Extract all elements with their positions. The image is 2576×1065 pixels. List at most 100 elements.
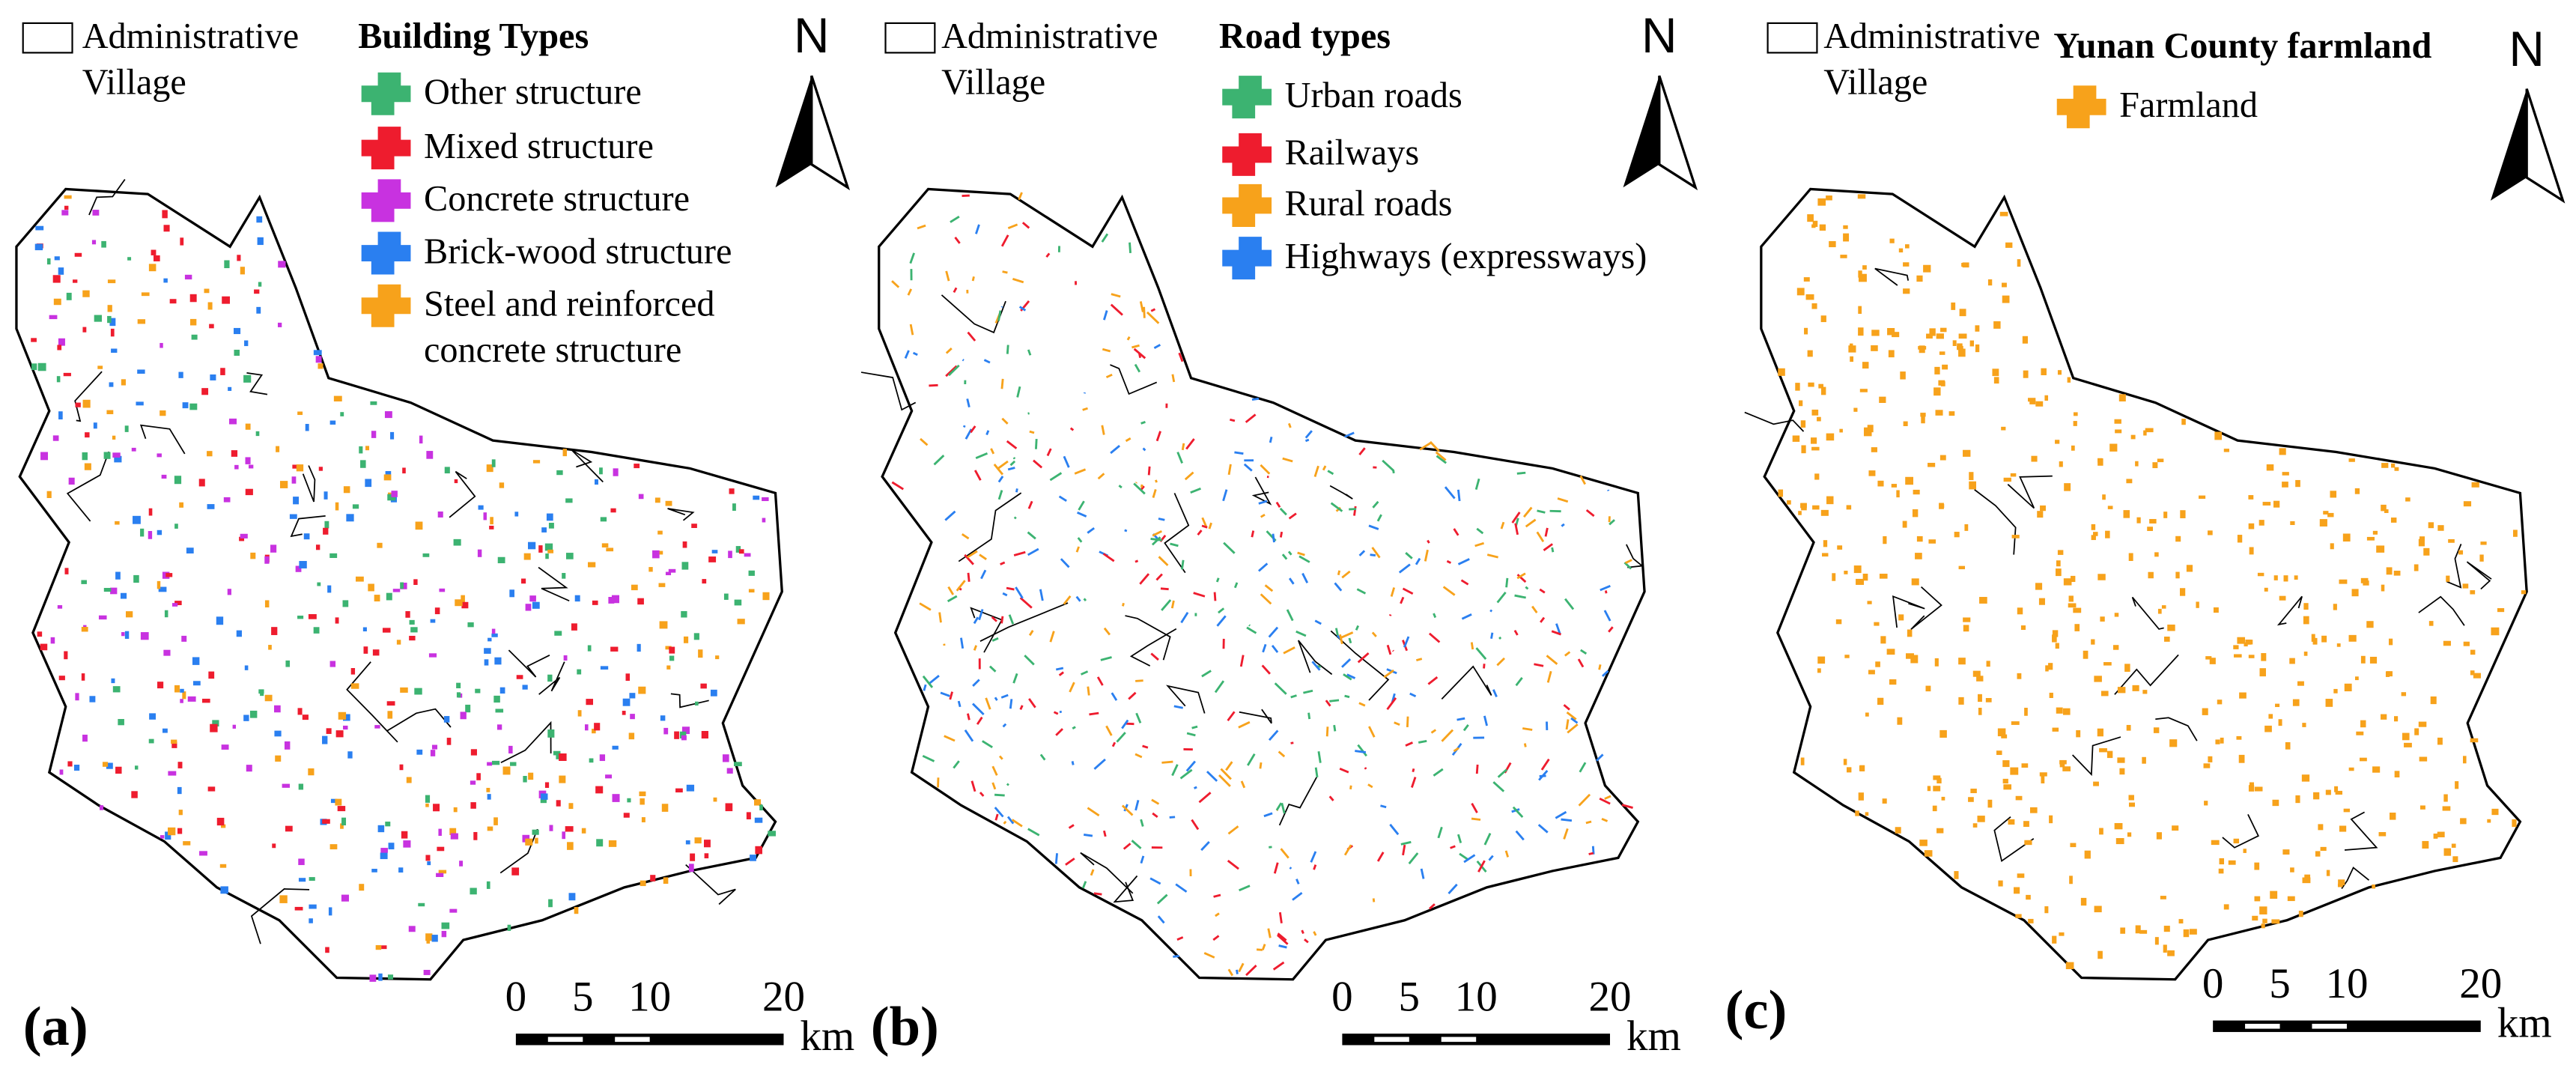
patch xyxy=(690,853,696,861)
road xyxy=(1313,465,1319,478)
patch xyxy=(325,947,329,953)
road xyxy=(1304,438,1310,443)
road xyxy=(973,645,978,651)
patch xyxy=(2029,807,2038,813)
patch xyxy=(1778,489,1784,497)
patch xyxy=(754,799,762,806)
patch xyxy=(162,210,168,219)
patch xyxy=(271,627,278,635)
road xyxy=(1544,527,1549,537)
road xyxy=(1203,952,1215,959)
patch xyxy=(723,593,729,600)
road xyxy=(1150,537,1162,541)
road xyxy=(1078,500,1085,511)
patch xyxy=(2039,772,2047,777)
patch xyxy=(277,322,282,327)
patch xyxy=(1807,214,1814,222)
patch xyxy=(2247,640,2253,645)
patch xyxy=(1987,799,1993,808)
road xyxy=(1027,412,1030,415)
patch xyxy=(2254,786,2263,792)
scale-tick-label: 5 xyxy=(2269,960,2291,1007)
patch xyxy=(110,587,118,595)
road xyxy=(1206,771,1218,782)
road xyxy=(1277,932,1287,941)
patch xyxy=(1964,524,1969,531)
panel-label: (a) xyxy=(23,996,88,1058)
road xyxy=(966,398,970,407)
patch xyxy=(346,514,354,522)
road xyxy=(1457,834,1462,843)
patch xyxy=(1898,248,1904,253)
patch xyxy=(326,728,332,734)
county-outline xyxy=(15,187,783,981)
patch xyxy=(180,688,184,693)
patch xyxy=(2160,896,2166,899)
patch xyxy=(2423,547,2430,556)
patch xyxy=(1871,345,1878,351)
patch xyxy=(2319,519,2327,527)
road xyxy=(1537,824,1549,834)
patch xyxy=(209,324,214,329)
patch xyxy=(613,468,619,476)
road xyxy=(1178,352,1184,362)
patch xyxy=(240,267,245,275)
road xyxy=(975,452,988,460)
road xyxy=(1170,542,1179,547)
village-boundary xyxy=(2344,811,2378,851)
patch xyxy=(298,783,304,790)
road xyxy=(1071,761,1075,765)
patch xyxy=(2062,766,2071,771)
road xyxy=(1325,700,1331,707)
patch xyxy=(178,371,183,378)
patch xyxy=(220,368,225,375)
patch xyxy=(1900,371,1906,380)
patch xyxy=(2063,578,2072,586)
patch xyxy=(1915,553,1922,559)
patch xyxy=(53,298,61,306)
road xyxy=(1213,893,1221,898)
road xyxy=(985,430,990,436)
patch xyxy=(296,464,304,472)
patch xyxy=(1811,303,1817,309)
patch xyxy=(2220,737,2224,744)
village-boundary xyxy=(508,649,550,678)
road xyxy=(1150,308,1156,312)
road xyxy=(1029,430,1035,434)
patch xyxy=(2011,535,2020,538)
patch xyxy=(82,327,87,333)
legend-label: Urban roads xyxy=(1285,76,1462,115)
road xyxy=(1486,553,1498,559)
patch xyxy=(2099,828,2103,835)
patch xyxy=(1868,670,1875,675)
patch xyxy=(83,625,87,629)
patch xyxy=(683,636,689,643)
patch xyxy=(363,646,368,654)
road xyxy=(1534,663,1544,667)
patch xyxy=(160,410,166,416)
patch xyxy=(1844,571,1848,574)
patch xyxy=(2120,927,2126,934)
road xyxy=(947,595,958,603)
patch xyxy=(2282,849,2290,855)
scale-tick-label: 5 xyxy=(572,973,594,1020)
patch xyxy=(1889,238,1895,243)
patch xyxy=(118,719,124,726)
road xyxy=(1563,704,1570,711)
village-boundary xyxy=(346,661,398,743)
road xyxy=(1394,721,1400,726)
patch xyxy=(46,258,51,265)
patch xyxy=(1817,198,1826,206)
patch xyxy=(58,676,65,681)
patch xyxy=(229,418,237,425)
patch xyxy=(477,549,482,557)
patch xyxy=(405,611,410,618)
patch xyxy=(628,732,635,740)
road xyxy=(1111,293,1121,298)
patch xyxy=(2128,795,2134,801)
patch xyxy=(548,523,554,529)
road xyxy=(997,476,1004,483)
road xyxy=(1116,732,1126,743)
patch xyxy=(523,553,531,560)
village-boundary xyxy=(538,566,570,602)
